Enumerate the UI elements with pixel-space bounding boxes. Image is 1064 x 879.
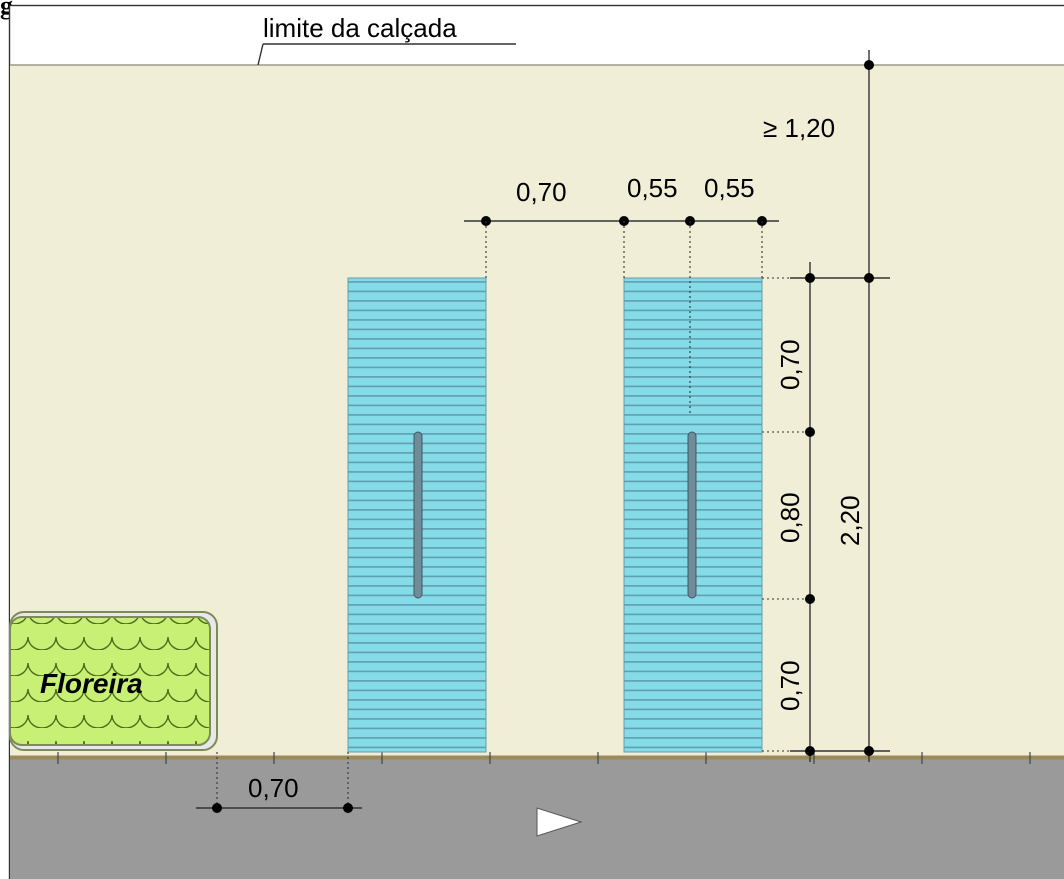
sidewalk-boundary-label: limite da calçada <box>263 13 457 43</box>
dim-segment-top: 0,70 <box>775 339 805 390</box>
planter <box>9 611 218 751</box>
dim-segment-middle: 0,80 <box>775 492 805 543</box>
play-arrow-icon <box>536 807 583 837</box>
boundary-label-leader <box>257 43 264 66</box>
dim-gap-between-tactile: 0,70 <box>516 177 567 207</box>
dim-total-height: 2,20 <box>835 495 865 546</box>
dim-planter-gap: 0,70 <box>248 773 299 803</box>
handle-bar-right <box>687 431 697 599</box>
dim-top-clearance: ≥ 1,20 <box>763 113 835 143</box>
dim-half-width-left: 0,55 <box>627 173 678 203</box>
curb-ticks <box>57 752 1031 764</box>
dim-segment-bottom: 0,70 <box>775 660 805 711</box>
planter-label: Floreira <box>40 668 143 699</box>
dim-half-width-right: 0,55 <box>704 173 755 203</box>
handle-bar-left <box>413 431 423 599</box>
